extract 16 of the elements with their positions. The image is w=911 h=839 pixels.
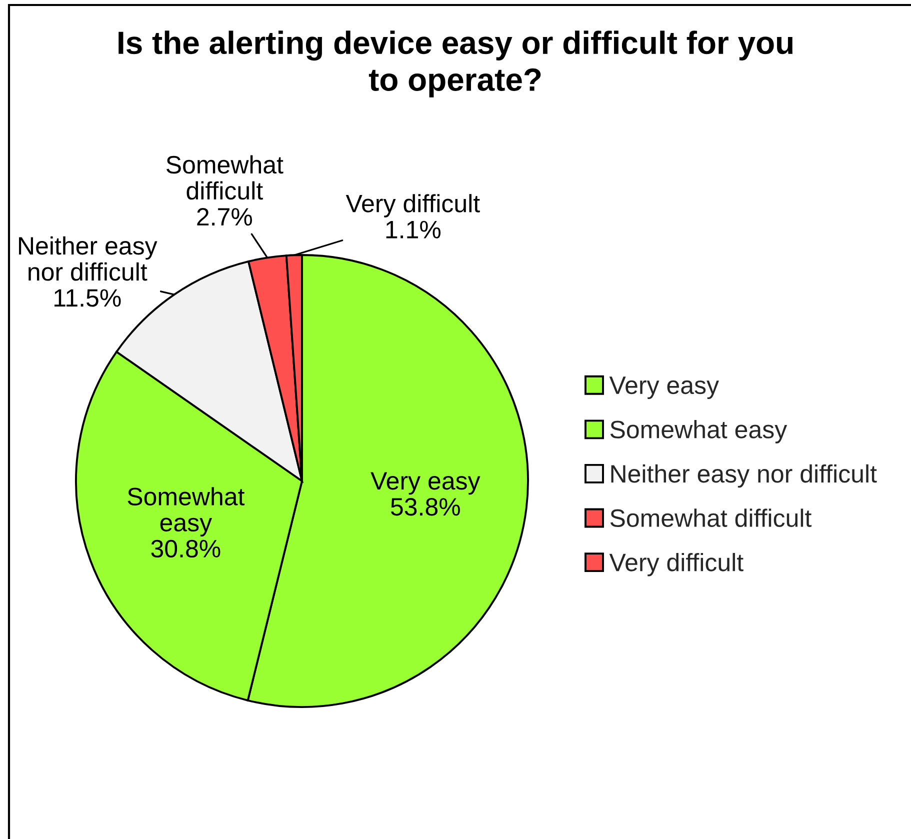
slice-label: Somewhat easy [128,487,245,536]
legend-label: Neither easy nor difficult [611,464,877,488]
slice-label: Somewhat difficult [166,155,284,200]
legend-label: Very easy [609,376,719,400]
legend-label: Very difficult [609,552,744,576]
data-label: 30.8% [151,540,220,558]
slice-label: Neither easy nor difficult [19,236,158,281]
data-label: 53.8% [390,498,460,516]
slice-label: Very easy [370,472,480,495]
slice-label: Very difficult [346,194,480,218]
data-label: 1.1% [386,220,441,238]
legend-label: Somewhat easy [610,420,788,444]
data-label: 11.5% [54,289,121,307]
legend-label: Somewhat difficult [610,508,812,528]
chart-title: Is the alerting device easy or difficult for you to operate? [118,30,792,98]
data-label: 2.7% [197,208,252,226]
